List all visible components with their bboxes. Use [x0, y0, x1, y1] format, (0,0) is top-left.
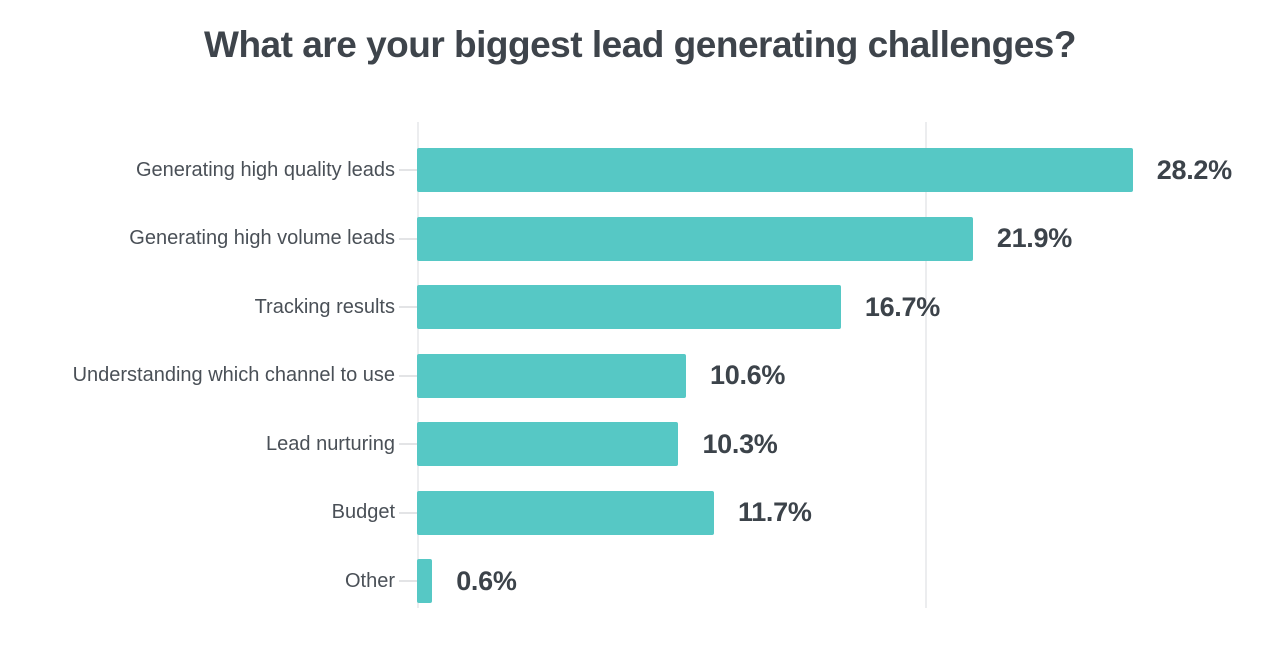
- category-label: Tracking results: [254, 295, 395, 318]
- category-label: Understanding which channel to use: [72, 364, 395, 387]
- chart-row: Understanding which channel to use 10.6%: [0, 342, 1280, 411]
- axis-tick-mark: [399, 169, 417, 172]
- bar: [417, 148, 1133, 193]
- chart-row: Generating high volume leads 21.9%: [0, 205, 1280, 274]
- bar-track: 10.6%: [417, 342, 1280, 411]
- chart-title: What are your biggest lead generating ch…: [204, 24, 1076, 65]
- bar: [417, 490, 714, 535]
- axis-tick-mark: [399, 374, 417, 377]
- tick-cell: [395, 273, 417, 342]
- tick-cell: [395, 136, 417, 205]
- bar-track: 21.9%: [417, 205, 1280, 274]
- value-label: 28.2%: [1156, 154, 1232, 185]
- tick-cell: [395, 205, 417, 274]
- category-label: Lead nurturing: [266, 432, 395, 455]
- chart-row: Generating high quality leads 28.2%: [0, 136, 1280, 205]
- axis-tick-mark: [399, 580, 417, 583]
- bar-track: 16.7%: [417, 273, 1280, 342]
- bar-track: 10.3%: [417, 410, 1280, 479]
- category-label: Generating high volume leads: [129, 227, 395, 250]
- chart-row: Lead nurturing 10.3%: [0, 410, 1280, 479]
- x-gridline: [924, 122, 927, 608]
- plot-area: Generating high quality leads 28.2% Gene…: [0, 120, 1280, 616]
- bar: [417, 353, 687, 398]
- category-label: Other: [344, 569, 395, 592]
- bar-rows: Generating high quality leads 28.2% Gene…: [0, 136, 1280, 616]
- value-label: 0.6%: [456, 565, 517, 596]
- bar: [417, 216, 973, 261]
- axis-tick-mark: [399, 443, 417, 446]
- bar-track: 11.7%: [417, 479, 1280, 548]
- value-label: 21.9%: [996, 223, 1072, 254]
- tick-cell: [395, 342, 417, 411]
- value-label: 16.7%: [864, 291, 940, 322]
- category-label: Budget: [331, 501, 395, 524]
- chart-row: Other 0.6%: [0, 547, 1280, 616]
- category-label: Generating high quality leads: [135, 158, 395, 181]
- value-label: 11.7%: [737, 497, 812, 528]
- axis-tick-mark: [399, 306, 417, 309]
- chart-row: Tracking results 16.7%: [0, 273, 1280, 342]
- bar-track: 0.6%: [417, 547, 1280, 616]
- axis-tick-mark: [399, 237, 417, 240]
- bar: [417, 559, 433, 604]
- value-label: 10.6%: [710, 360, 786, 391]
- tick-cell: [395, 479, 417, 548]
- axis-tick-mark: [399, 511, 417, 514]
- bar-track: 28.2%: [417, 136, 1280, 205]
- tick-cell: [395, 547, 417, 616]
- value-label: 10.3%: [702, 428, 778, 459]
- tick-cell: [395, 410, 417, 479]
- bar: [417, 422, 679, 467]
- bar: [417, 285, 841, 330]
- chart-row: Budget 11.7%: [0, 479, 1280, 548]
